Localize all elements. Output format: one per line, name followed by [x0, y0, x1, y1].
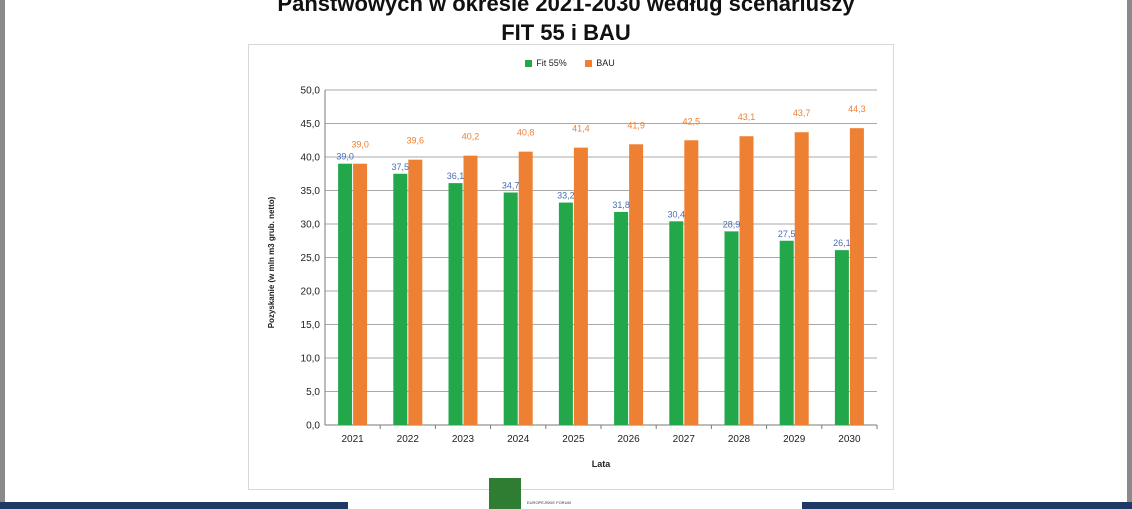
- x-tick-label: 2028: [728, 434, 751, 445]
- data-label-bau: 39,0: [351, 140, 369, 150]
- y-tick-label: 30,0: [301, 220, 321, 231]
- forum-logo-text: EUROPEJSKIE FORUM: [527, 500, 571, 505]
- bar-fit55: [669, 221, 684, 425]
- bar-bau: [794, 132, 809, 425]
- y-tick-label: 5,0: [306, 387, 320, 398]
- data-label-fit55: 31,8: [612, 200, 630, 210]
- data-label-fit55: 34,7: [502, 181, 520, 191]
- data-label-fit55: 30,4: [668, 209, 686, 219]
- x-tick-label: 2022: [397, 434, 420, 445]
- chart-title-line-1: Państwowych w okresie 2021-2030 według s…: [277, 0, 855, 16]
- bar-fit55: [558, 202, 573, 425]
- x-tick-label: 2025: [562, 434, 585, 445]
- chart-legend: Fit 55% BAU: [248, 58, 892, 68]
- y-tick-label: 35,0: [301, 186, 321, 197]
- data-label-fit55: 36,1: [447, 171, 465, 181]
- y-tick-label: 10,0: [301, 354, 321, 365]
- footer-bar-left: [0, 502, 348, 509]
- legend-swatch-bau: [585, 60, 593, 68]
- x-tick-label: 2026: [617, 434, 640, 445]
- bar-bau: [739, 136, 754, 426]
- bar-fit55: [834, 250, 849, 425]
- bar-bau: [629, 144, 644, 425]
- bar-fit55: [448, 183, 463, 425]
- bar-bau: [463, 155, 478, 425]
- legend-item-fit55: Fit 55%: [525, 58, 567, 68]
- footer-bar-right: [802, 502, 1132, 509]
- x-tick-label: 2024: [507, 434, 530, 445]
- y-tick-label: 0,0: [306, 421, 320, 432]
- bar-bau: [353, 163, 368, 425]
- data-label-bau: 40,8: [517, 128, 535, 138]
- data-label-fit55: 33,2: [557, 191, 575, 201]
- x-tick-label: 2029: [783, 434, 806, 445]
- data-label-bau: 44,3: [848, 104, 866, 114]
- legend-item-bau: BAU: [585, 58, 615, 68]
- bar-fit55: [338, 163, 353, 425]
- x-axis-title: Lata: [592, 459, 612, 469]
- bar-fit55: [779, 240, 794, 425]
- bar-fit55: [503, 192, 518, 425]
- data-label-bau: 43,1: [738, 112, 756, 122]
- data-label-fit55: 39,0: [336, 152, 354, 162]
- bar-fit55: [393, 173, 408, 425]
- y-tick-label: 50,0: [301, 86, 321, 97]
- data-label-bau: 40,2: [462, 132, 480, 142]
- x-tick-label: 2030: [838, 434, 861, 445]
- bar-bau: [518, 151, 533, 425]
- data-label-bau: 42,5: [683, 116, 701, 126]
- forum-logo: [489, 478, 521, 509]
- window-frame-right: [1127, 0, 1132, 509]
- data-label-bau: 41,4: [572, 124, 590, 134]
- data-label-bau: 41,9: [627, 120, 645, 130]
- data-label-fit55: 37,5: [392, 162, 410, 172]
- y-tick-label: 45,0: [301, 119, 321, 130]
- y-tick-label: 15,0: [301, 320, 321, 331]
- data-label-bau: 39,6: [407, 136, 425, 146]
- data-label-bau: 43,7: [793, 108, 811, 118]
- y-tick-label: 40,0: [301, 153, 321, 164]
- data-label-fit55: 27,5: [778, 229, 796, 239]
- x-tick-label: 2021: [341, 434, 364, 445]
- bar-bau: [684, 140, 699, 425]
- x-tick-label: 2023: [452, 434, 475, 445]
- bar-bau: [408, 159, 423, 425]
- legend-label-bau: BAU: [596, 58, 615, 68]
- data-label-fit55: 28,9: [723, 219, 741, 229]
- window-frame-left: [0, 0, 5, 509]
- bar-fit55: [614, 211, 629, 425]
- chart-title-line-2: FIT 55 i BAU: [501, 20, 631, 45]
- legend-label-fit55: Fit 55%: [536, 58, 567, 68]
- y-tick-label: 20,0: [301, 287, 321, 298]
- bar-bau: [573, 147, 588, 425]
- bar-fit55: [724, 231, 739, 425]
- y-tick-label: 25,0: [301, 253, 321, 264]
- x-tick-label: 2027: [673, 434, 696, 445]
- y-axis-title: Pozyskanie (w mln m3 grub. netto): [267, 196, 276, 328]
- data-label-fit55: 26,1: [833, 238, 851, 248]
- bar-bau: [849, 128, 864, 425]
- legend-swatch-fit55: [525, 60, 533, 68]
